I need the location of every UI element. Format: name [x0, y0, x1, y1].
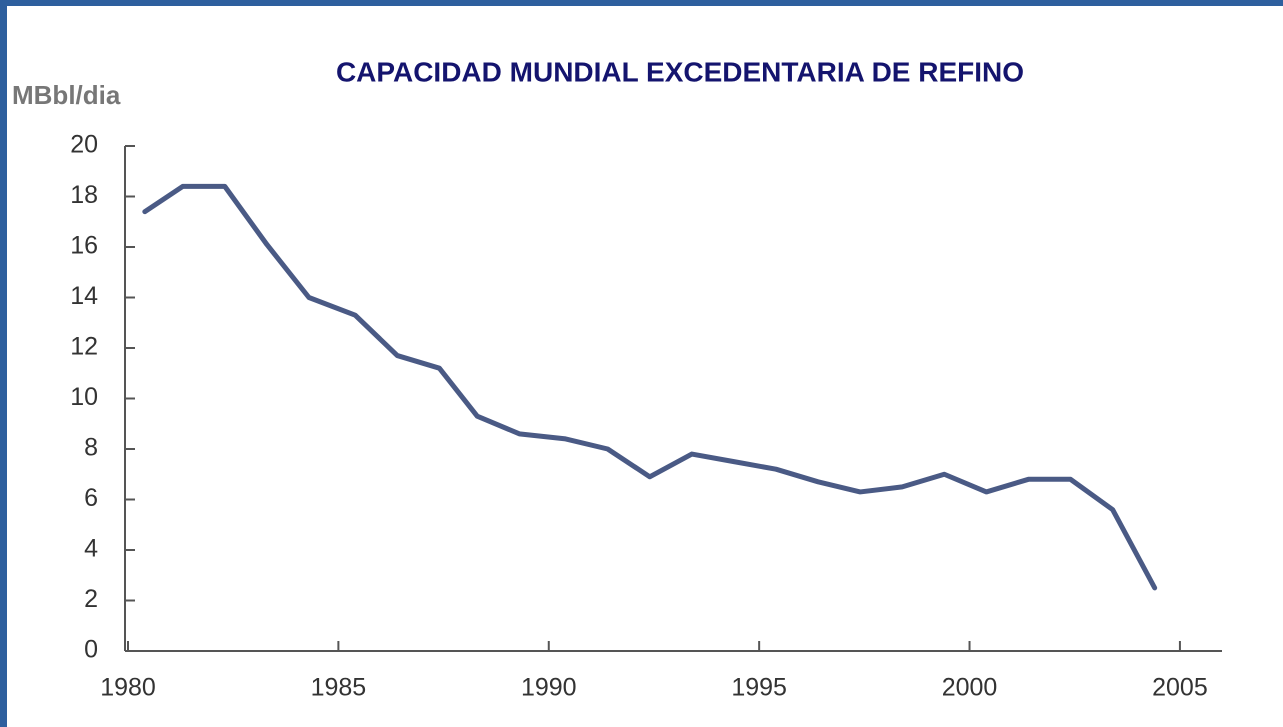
left-border — [0, 0, 7, 727]
y-tick-label: 4 — [84, 535, 98, 563]
top-border — [0, 0, 1283, 6]
x-tick-label: 1980 — [100, 674, 156, 702]
y-tick-label: 10 — [70, 383, 98, 411]
y-axis-label: MBbl/dia — [12, 80, 121, 110]
y-tick-label: 2 — [84, 585, 98, 613]
x-tick-label: 1995 — [731, 674, 787, 702]
y-tick-label: 14 — [70, 282, 98, 310]
x-tick-label: 2000 — [942, 674, 998, 702]
y-tick-label: 8 — [84, 434, 98, 462]
y-tick-label: 20 — [70, 131, 98, 159]
x-tick-label: 2005 — [1152, 674, 1208, 702]
chart-title: CAPACIDAD MUNDIAL EXCEDENTARIA DE REFINO — [336, 56, 1024, 87]
y-tick-label: 0 — [84, 636, 98, 664]
y-tick-label: 16 — [70, 232, 98, 260]
data-line — [142, 183, 1158, 591]
y-tick-label: 6 — [84, 484, 98, 512]
y-tick-label: 12 — [70, 333, 98, 361]
x-tick-label: 1990 — [521, 674, 577, 702]
y-tick-label: 18 — [70, 181, 98, 209]
x-tick-label: 1985 — [311, 674, 367, 702]
